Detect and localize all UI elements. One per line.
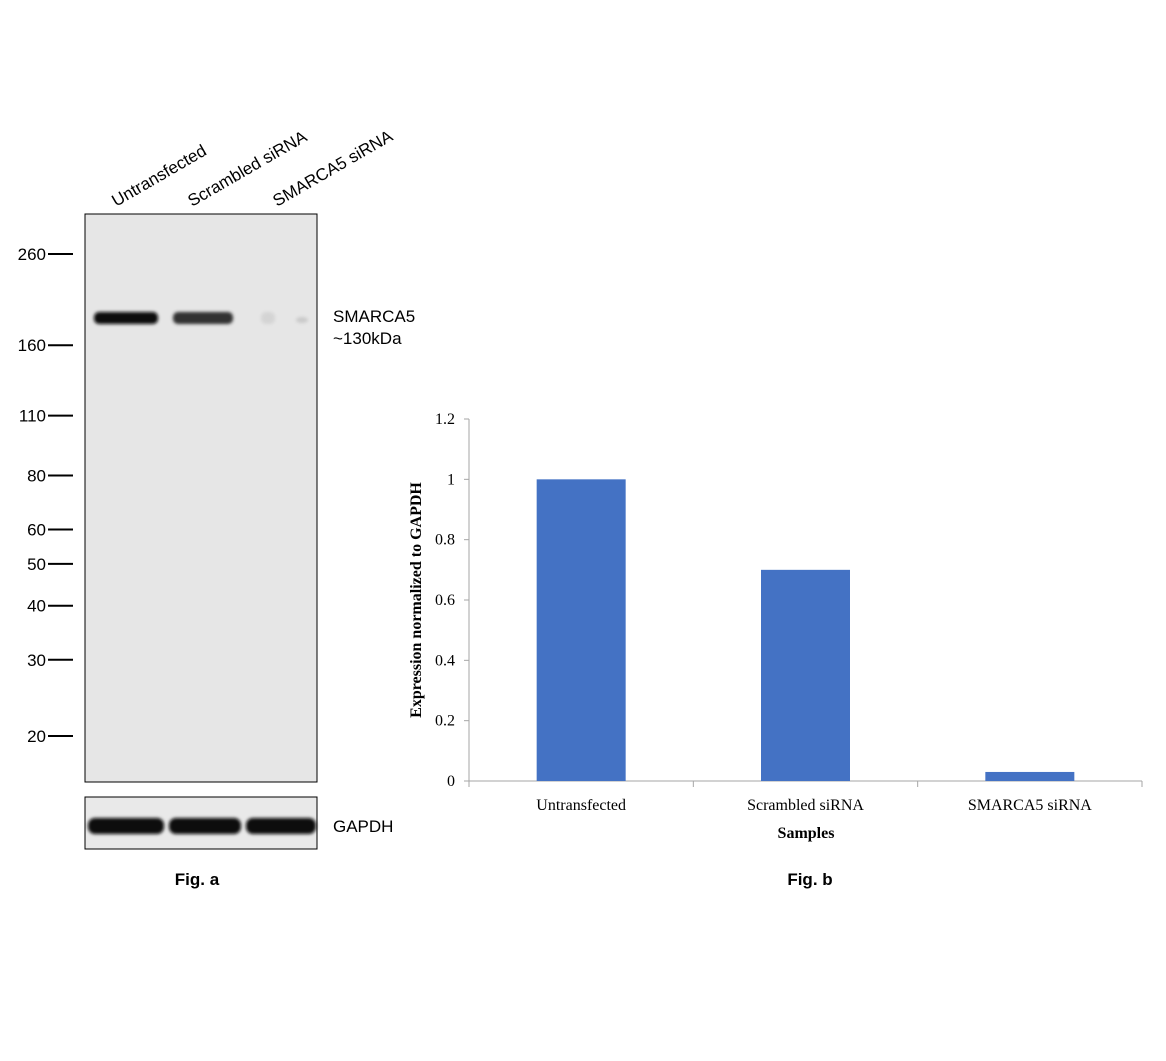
faint-band-spot [296,317,308,323]
y-axis-title: Expression normalized to GAPDH [408,482,425,718]
y-tick-label: 0.6 [435,592,455,609]
marker-label: 80 [27,466,46,485]
marker-label: 260 [18,245,46,264]
x-category-label: Scrambled siRNA [747,797,864,814]
x-category-label: SMARCA5 siRNA [968,797,1092,814]
loading-control-band [169,818,241,834]
loading-control-band [246,818,316,834]
x-axis-title: Samples [778,825,835,842]
target-label: SMARCA5 [333,307,415,326]
loading-control-label: GAPDH [333,817,393,836]
marker-label: 20 [27,727,46,746]
y-axis-ticks: 0 0.2 0.4 0.6 0.8 1 1.2 [435,411,469,790]
y-tick-label: 1.2 [435,411,455,428]
bar-chart-panel: 0 0.2 0.4 0.6 0.8 1 1.2 Untransfected Scrambled… [408,411,1143,889]
target-bands [94,312,308,324]
marker-label: 50 [27,555,46,574]
marker-ladder: 260 160 110 80 60 50 40 30 20 [18,245,73,746]
bar [761,569,850,781]
marker-label: 40 [27,597,46,616]
fig-b-caption: Fig. b [787,870,832,889]
chart-bars [536,479,1075,781]
marker-label: 160 [18,336,46,355]
marker-label: 60 [27,521,46,540]
target-band [173,312,233,324]
y-tick-label: 0.2 [435,713,455,730]
marker-label: 110 [19,407,46,426]
target-band [261,312,275,324]
x-axis-category-labels: Untransfected Scrambled siRNA SMARCA5 siRN… [536,797,1092,814]
loading-control-bands [88,818,316,834]
y-tick-label: 0 [447,773,455,790]
bar [536,479,626,781]
loading-control-band [88,818,164,834]
y-tick-label: 0.4 [435,652,455,669]
lane-labels: Untransfected Scrambled siRNA SMARCA5 si… [109,126,397,210]
y-tick-label: 1 [447,471,455,488]
marker-label: 30 [27,651,46,670]
bar [985,771,1075,781]
x-category-label: Untransfected [536,797,626,814]
y-tick-label: 0.8 [435,532,455,549]
target-band [94,312,158,324]
western-blot-panel: Untransfected Scrambled siRNA SMARCA5 si… [18,126,416,889]
fig-a-caption: Fig. a [175,870,220,889]
target-size-label: ~130kDa [333,329,402,348]
blot-membrane [84,213,318,783]
